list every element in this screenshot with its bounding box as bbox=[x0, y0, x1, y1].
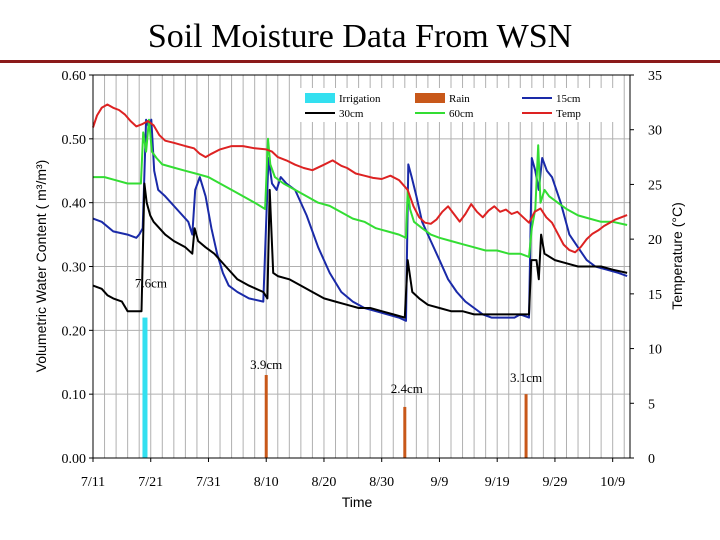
y2-tick-label: 30 bbox=[648, 124, 662, 139]
x-axis-label: Time bbox=[342, 494, 373, 510]
irrigation-bar bbox=[142, 317, 148, 458]
y-axis-ticks: 0.00 0.10 0.20 0.30 0.40 0.50 0.60 bbox=[62, 69, 93, 467]
title-divider bbox=[0, 60, 720, 63]
series-line-15cm bbox=[92, 118, 628, 322]
series-line-temp bbox=[92, 103, 628, 254]
y-tick-label: 0.20 bbox=[62, 324, 87, 339]
y-tick-label: 0.30 bbox=[62, 261, 87, 276]
legend: Irrigation Rain 15cm 30cm 60cm Temp bbox=[300, 88, 620, 122]
y2-tick-label: 10 bbox=[648, 343, 662, 358]
series-lines bbox=[92, 103, 628, 322]
event-label: 3.1cm bbox=[510, 370, 542, 385]
y-tick-label: 0.60 bbox=[62, 69, 87, 84]
y-tick-label: 0.00 bbox=[62, 452, 87, 467]
x-tick-label: 9/29 bbox=[542, 475, 567, 490]
event-label: 3.9cm bbox=[250, 357, 282, 372]
legend-label-15cm: 15cm bbox=[556, 93, 581, 105]
y2-tick-label: 20 bbox=[648, 233, 662, 248]
series-line-30cm bbox=[92, 182, 628, 319]
x-tick-label: 7/21 bbox=[138, 475, 163, 490]
rain-bar bbox=[264, 375, 268, 458]
legend-box bbox=[300, 88, 620, 122]
legend-label-rain: Rain bbox=[449, 93, 470, 105]
y-axis-label: Volumetric Water Content ( m³/m³) bbox=[33, 160, 49, 373]
rain-bar bbox=[524, 394, 528, 458]
event-bars bbox=[142, 317, 528, 458]
x-tick-label: 9/9 bbox=[431, 475, 449, 490]
y-tick-label: 0.50 bbox=[62, 133, 87, 148]
x-tick-label: 8/30 bbox=[369, 475, 394, 490]
x-tick-label: 7/31 bbox=[196, 475, 221, 490]
x-tick-label: 7/11 bbox=[81, 475, 105, 490]
y2-tick-label: 35 bbox=[648, 69, 662, 84]
y2-tick-label: 15 bbox=[648, 288, 662, 303]
x-tick-label: 10/9 bbox=[600, 475, 625, 490]
legend-label-30cm: 30cm bbox=[339, 108, 364, 120]
x-axis-ticks: 7/11 7/21 7/31 8/10 8/20 8/30 9/9 9/19 9/29 10/9 bbox=[81, 458, 625, 490]
legend-swatch-rain bbox=[415, 93, 445, 103]
y2-tick-label: 5 bbox=[648, 397, 655, 412]
slide-title: Soil Moisture Data From WSN bbox=[147, 18, 573, 55]
grid-lines bbox=[93, 75, 630, 458]
y2-tick-label: 0 bbox=[648, 452, 655, 467]
series-line-60cm bbox=[93, 118, 628, 258]
y-tick-label: 0.10 bbox=[62, 388, 87, 403]
legend-label-60cm: 60cm bbox=[449, 108, 474, 120]
legend-label-temp: Temp bbox=[556, 108, 581, 120]
event-label: 7.6cm bbox=[135, 276, 167, 291]
rain-bar bbox=[403, 406, 407, 458]
legend-label-irrigation: Irrigation bbox=[339, 93, 381, 105]
y2-axis-ticks: 0 5 10 15 20 25 30 35 bbox=[630, 69, 662, 467]
y2-axis-label: Temperature (°C) bbox=[669, 202, 685, 310]
y2-tick-label: 25 bbox=[648, 178, 662, 193]
event-annotations: 7.6cm 3.9cm 2.4cm 3.1cm bbox=[135, 276, 542, 396]
x-tick-label: 8/20 bbox=[312, 475, 337, 490]
event-label: 2.4cm bbox=[391, 381, 423, 396]
y-tick-label: 0.40 bbox=[62, 197, 87, 212]
x-tick-label: 9/19 bbox=[485, 475, 510, 490]
x-tick-label: 8/10 bbox=[254, 475, 279, 490]
legend-swatch-irrigation bbox=[305, 93, 335, 103]
